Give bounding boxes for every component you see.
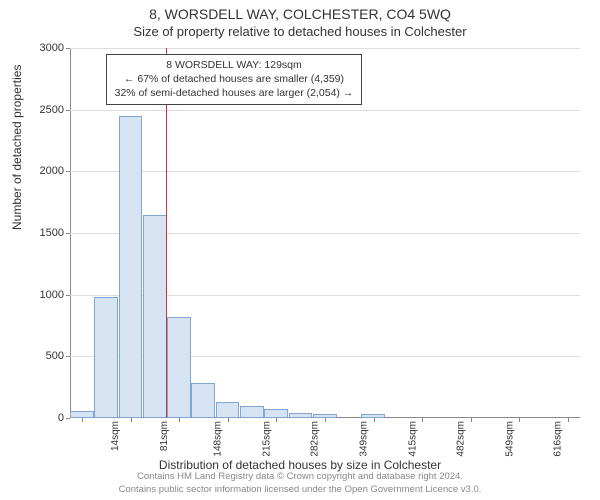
y-tick-mark bbox=[66, 48, 70, 49]
x-tick-mark bbox=[276, 418, 277, 422]
histogram-bar bbox=[143, 215, 167, 419]
x-tick-label: 415sqm bbox=[407, 421, 418, 457]
grid-line bbox=[70, 171, 580, 172]
histogram-bar bbox=[216, 402, 240, 418]
x-tick-label: 349sqm bbox=[359, 421, 370, 457]
x-tick-label: 282sqm bbox=[310, 421, 321, 457]
info-box: 8 WORSDELL WAY: 129sqm ← 67% of detached… bbox=[106, 54, 363, 105]
histogram-bar bbox=[167, 317, 191, 418]
y-tick-label: 2500 bbox=[40, 104, 64, 116]
y-axis-label: Number of detached properties bbox=[10, 65, 24, 230]
y-tick-label: 3000 bbox=[40, 42, 64, 54]
x-tick-mark bbox=[228, 418, 229, 422]
y-tick-label: 500 bbox=[46, 350, 64, 362]
x-tick-label: 482sqm bbox=[456, 421, 467, 457]
footer: Contains HM Land Registry data © Crown c… bbox=[0, 471, 600, 496]
x-tick-mark bbox=[422, 418, 423, 422]
x-tick-mark bbox=[131, 418, 132, 422]
page-subtitle: Size of property relative to detached ho… bbox=[0, 24, 600, 39]
x-tick-mark bbox=[374, 418, 375, 422]
x-tick-label: 148sqm bbox=[213, 421, 224, 457]
y-tick-mark bbox=[66, 356, 70, 357]
chart: 05001000150020002500300014sqm81sqm148sqm… bbox=[70, 48, 580, 418]
y-tick-mark bbox=[66, 295, 70, 296]
x-tick-label: 549sqm bbox=[504, 421, 515, 457]
histogram-bar bbox=[264, 409, 288, 418]
x-tick-mark bbox=[568, 418, 569, 422]
grid-line bbox=[70, 110, 580, 111]
y-tick-mark bbox=[66, 418, 70, 419]
x-tick-mark bbox=[325, 418, 326, 422]
x-axis-label: Distribution of detached houses by size … bbox=[0, 458, 600, 472]
x-tick-label: 14sqm bbox=[110, 421, 121, 451]
y-tick-mark bbox=[66, 110, 70, 111]
y-tick-label: 1000 bbox=[40, 289, 64, 301]
histogram-bar bbox=[119, 116, 143, 418]
info-line-3: 32% of semi-detached houses are larger (… bbox=[115, 86, 354, 100]
footer-line-2: Contains public sector information licen… bbox=[0, 484, 600, 496]
info-line-2: ← 67% of detached houses are smaller (4,… bbox=[115, 72, 354, 86]
y-tick-label: 2000 bbox=[40, 165, 64, 177]
histogram-bar bbox=[289, 413, 313, 418]
x-tick-label: 616sqm bbox=[553, 421, 564, 457]
x-tick-mark bbox=[519, 418, 520, 422]
x-tick-mark bbox=[82, 418, 83, 422]
x-tick-label: 81sqm bbox=[159, 421, 170, 451]
y-tick-mark bbox=[66, 233, 70, 234]
histogram-bar bbox=[94, 297, 118, 418]
x-tick-mark bbox=[471, 418, 472, 422]
y-tick-label: 1500 bbox=[40, 227, 64, 239]
histogram-bar bbox=[240, 406, 264, 418]
grid-line bbox=[70, 48, 580, 49]
y-tick-label: 0 bbox=[58, 412, 64, 424]
x-tick-mark bbox=[179, 418, 180, 422]
footer-line-1: Contains HM Land Registry data © Crown c… bbox=[0, 471, 600, 483]
page-title: 8, WORSDELL WAY, COLCHESTER, CO4 5WQ bbox=[0, 0, 600, 22]
x-tick-label: 215sqm bbox=[261, 421, 272, 457]
info-line-1: 8 WORSDELL WAY: 129sqm bbox=[115, 58, 354, 72]
y-tick-mark bbox=[66, 171, 70, 172]
histogram-bar bbox=[70, 411, 94, 418]
histogram-bar bbox=[191, 383, 215, 418]
